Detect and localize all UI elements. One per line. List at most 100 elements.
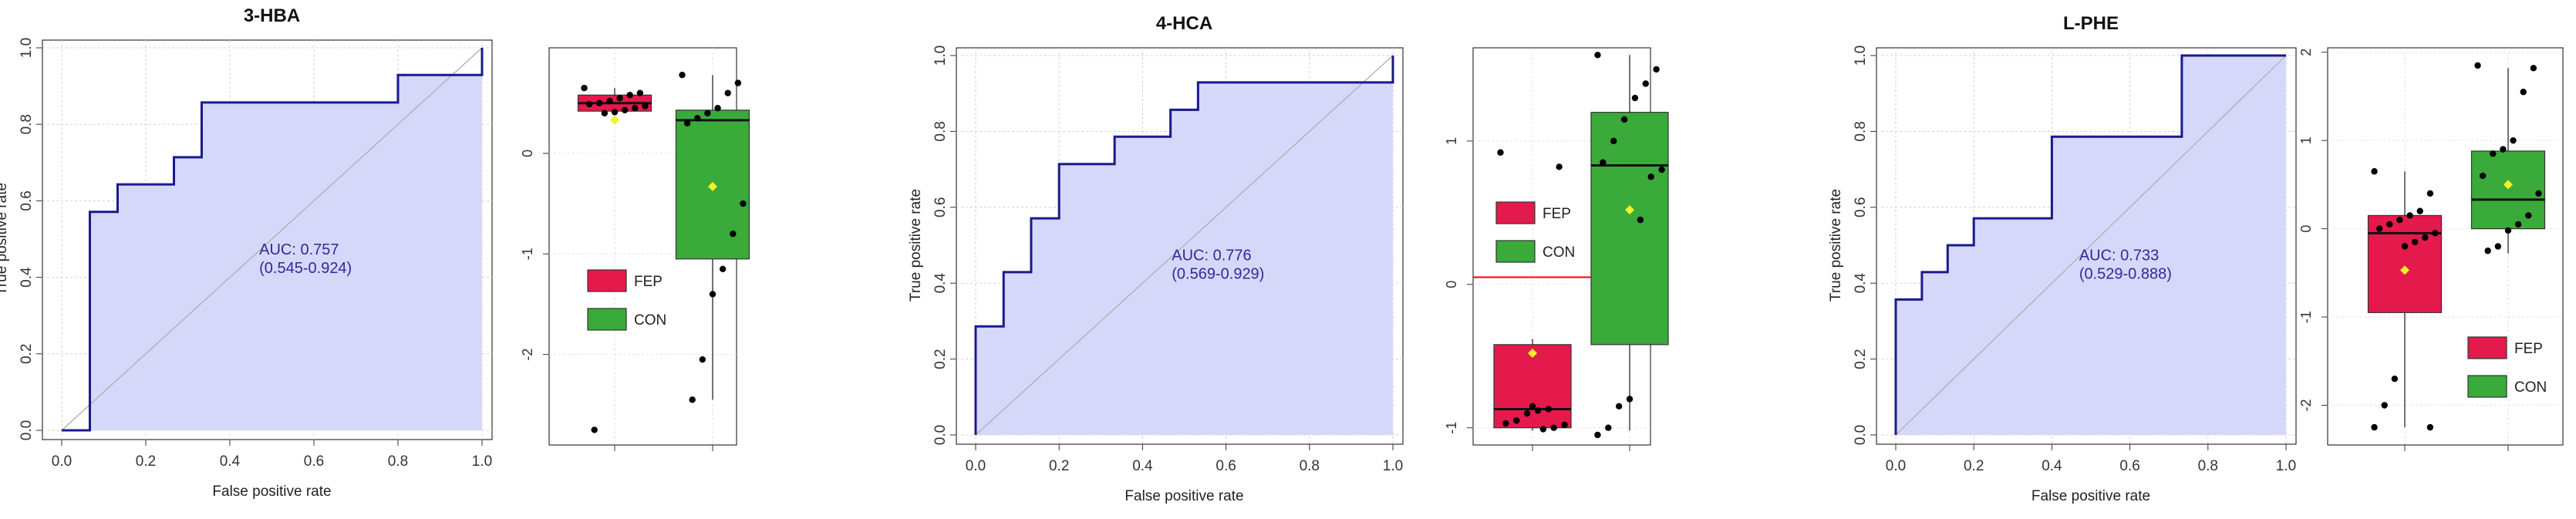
roc-curve (974, 56, 1394, 435)
legend-label-con: CON (634, 312, 666, 329)
mean-marker (610, 115, 619, 125)
auc-label: AUC: 0.776 (1172, 248, 1251, 265)
roc-chart-1: 0.0 0.2 0.4 0.6 0.8 1.0 0.0 0.2 0.4 0.6 0.8 1.0 3-HB… (0, 5, 493, 500)
data-point (1513, 417, 1520, 424)
box-group-fep (1493, 149, 1572, 433)
chance-diagonal (1895, 55, 2287, 436)
y-tick-label: 0.2 (1853, 349, 1869, 369)
data-point (2396, 216, 2403, 224)
y-tick-label: 0 (520, 150, 535, 157)
legend: FEP CON (1495, 201, 1575, 263)
x-tick-label: 0.0 (1886, 458, 1906, 474)
data-point (1658, 166, 1665, 174)
box (1590, 112, 1669, 345)
box (2470, 150, 2546, 230)
data-point (1497, 149, 1504, 156)
data-point (2479, 172, 2487, 180)
data-point (581, 84, 588, 92)
x-tick-label: 0.2 (136, 453, 156, 470)
data-point (2381, 402, 2388, 409)
data-point (2401, 243, 2409, 250)
data-point (1631, 94, 1639, 102)
box-group-fep (2367, 168, 2443, 431)
y-tick-label: 0.8 (1853, 121, 1869, 141)
data-point (709, 291, 716, 298)
data-point (1610, 137, 1617, 145)
data-point (2426, 190, 2434, 197)
data-point (1594, 52, 1601, 59)
data-point (1534, 407, 1542, 414)
data-point (2371, 168, 2378, 175)
y-tick-label: 1 (1444, 137, 1459, 145)
data-point (689, 396, 696, 403)
roc-curve (1894, 54, 2286, 435)
data-point (1620, 116, 1628, 123)
data-point (724, 89, 731, 96)
data-point (734, 79, 742, 86)
roc-curve (62, 48, 484, 432)
box-plot-3: 2 1 0 -1 -2 FEP CON (2298, 47, 2564, 451)
x-tick-label: 0.6 (2119, 458, 2139, 474)
data-point (2375, 225, 2383, 232)
y-tick-label: -1 (2298, 311, 2314, 323)
legend-swatch-fep (2467, 336, 2507, 359)
data-point (1550, 424, 1557, 431)
auc-ci-label: (0.569-0.929) (1172, 266, 1264, 283)
roc-chart-3: 0.0 0.2 0.4 0.6 0.8 1.0 0.0 0.2 0.4 0.6 0.8 1.0 L-PH… (1828, 13, 2297, 504)
box (1493, 344, 1572, 429)
data-point (1642, 80, 1649, 87)
chance-diagonal (61, 47, 483, 431)
data-point (626, 92, 633, 99)
x-tick-label: 0.6 (304, 453, 324, 470)
mean-marker (1528, 349, 1537, 359)
data-point (1529, 403, 1536, 410)
y-tick-label: -2 (2298, 399, 2314, 411)
legend-label-con: CON (1543, 244, 1575, 261)
data-point (1594, 431, 1601, 439)
data-point (1653, 66, 1660, 73)
legend-swatch-con (2467, 375, 2507, 398)
data-point (611, 109, 619, 116)
data-point (1637, 216, 1644, 224)
data-point (1615, 403, 1623, 410)
data-point (2474, 62, 2481, 69)
data-point (2422, 234, 2429, 241)
data-point (1561, 421, 1568, 429)
y-tick-label: 0.4 (1853, 273, 1869, 294)
data-point (642, 103, 649, 110)
data-point (2416, 207, 2423, 214)
y-tick-label: 0 (1444, 281, 1459, 288)
data-point (2432, 230, 2439, 237)
data-point (1556, 163, 1563, 170)
y-tick-label: 0.0 (932, 425, 949, 445)
data-point (2514, 221, 2522, 228)
y-tick-label: 0.4 (932, 273, 949, 294)
data-point (2500, 146, 2507, 153)
y-tick-label: 0.0 (1853, 425, 1869, 445)
data-point (2510, 136, 2517, 144)
data-point (714, 105, 721, 112)
data-point (2490, 150, 2497, 157)
y-tick-label: 0.6 (19, 190, 35, 211)
y-tick-label: -2 (520, 349, 535, 361)
chance-diagonal (975, 55, 1394, 436)
data-point (591, 426, 598, 433)
y-tick-label: -1 (1444, 422, 1459, 434)
data-point (1647, 174, 1654, 180)
y-tick-label: 0 (2298, 225, 2314, 233)
mean-marker (708, 181, 717, 191)
x-tick-label: 0.8 (1300, 458, 1320, 474)
data-point (2391, 375, 2399, 383)
y-tick-label: 0.4 (19, 267, 35, 288)
data-point (683, 120, 691, 126)
plot-frame (2327, 47, 2564, 446)
x-tick-label: 0.4 (220, 453, 241, 470)
box-group-con (2470, 62, 2546, 254)
auc-label: AUC: 0.757 (259, 241, 339, 258)
x-tick-label: 0.8 (2198, 458, 2218, 474)
y-tick-label: 0.2 (19, 344, 35, 364)
data-point (632, 105, 639, 112)
data-point (606, 97, 613, 105)
y-tick-label: 1.0 (19, 38, 35, 58)
